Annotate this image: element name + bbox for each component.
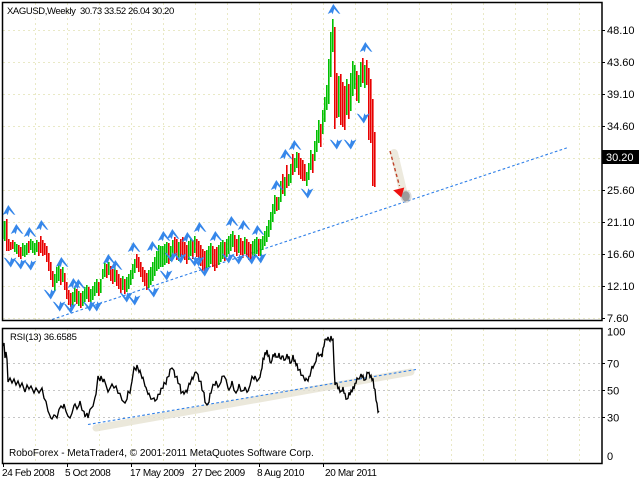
svg-text:43.60: 43.60 — [607, 57, 635, 69]
svg-text:RSI(13) 36.6585: RSI(13) 36.6585 — [10, 332, 77, 343]
svg-text:70: 70 — [607, 359, 619, 371]
svg-text:48.10: 48.10 — [607, 25, 635, 37]
svg-text:0: 0 — [607, 451, 613, 463]
svg-text:12.10: 12.10 — [607, 281, 635, 293]
svg-text:100: 100 — [607, 327, 625, 339]
svg-text:21.10: 21.10 — [607, 217, 635, 229]
svg-text:20 Mar 2011: 20 Mar 2011 — [325, 468, 377, 479]
svg-text:17 May 2009: 17 May 2009 — [130, 468, 185, 479]
svg-text:39.10: 39.10 — [607, 89, 635, 101]
svg-text:34.60: 34.60 — [607, 121, 635, 133]
svg-text:27 Dec 2009: 27 Dec 2009 — [192, 468, 246, 479]
svg-text:RoboForex - MetaTrader4, © 200: RoboForex - MetaTrader4, © 2001-2011 Met… — [9, 448, 314, 459]
svg-text:16.60: 16.60 — [607, 249, 635, 261]
svg-text:50: 50 — [607, 386, 619, 398]
svg-text:24 Feb 2008: 24 Feb 2008 — [2, 468, 55, 479]
svg-text:7.60: 7.60 — [607, 313, 628, 325]
svg-text:8 Aug 2010: 8 Aug 2010 — [257, 468, 305, 479]
svg-text:XAGUSD,Weekly 30.73 33.52 26.: XAGUSD,Weekly 30.73 33.52 26.04 30.20 — [7, 6, 174, 17]
svg-text:30.20: 30.20 — [606, 152, 634, 164]
svg-text:5 Oct 2008: 5 Oct 2008 — [65, 468, 111, 479]
svg-text:25.60: 25.60 — [607, 185, 635, 197]
svg-text:30: 30 — [607, 413, 619, 425]
